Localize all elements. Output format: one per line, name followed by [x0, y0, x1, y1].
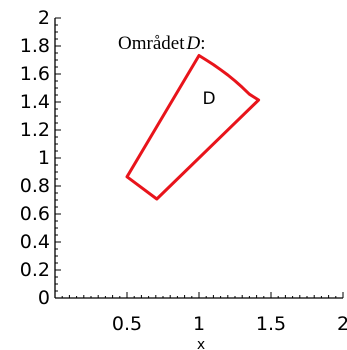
chart-title: Området D: [118, 33, 206, 54]
region-boundary [125, 54, 261, 201]
region-label: D [203, 89, 216, 109]
axes [54, 17, 344, 299]
x-tick-label: 0.5 [112, 313, 142, 335]
y-tick-label: 0.6 [20, 203, 50, 225]
y-tick-label: 0.2 [20, 259, 50, 281]
x-tick-label: 1.5 [256, 313, 286, 335]
x-tick-label: 1 [193, 313, 205, 335]
y-tick-label: 1.2 [20, 119, 50, 141]
x-tick-label: 2 [337, 313, 347, 335]
chart-labels: 0.5 1 1.5 2 0 0.2 0.4 0.6 0.8 1 1.2 1.4 1.6 1.8 2 x D Omr… [20, 7, 347, 350]
y-tick-label: 0.8 [20, 175, 50, 197]
y-tick-label: 1.8 [20, 35, 50, 57]
y-tick-label: 1.6 [20, 63, 50, 85]
y-tick-label: 2 [38, 7, 50, 29]
data-marks [125, 54, 261, 201]
y-tick-label: 0.4 [20, 231, 50, 253]
y-tick-label: 1 [38, 147, 50, 169]
x-axis-title: x [197, 337, 205, 350]
y-tick-label: 1.4 [20, 91, 50, 113]
y-tick-label: 0 [38, 287, 50, 309]
